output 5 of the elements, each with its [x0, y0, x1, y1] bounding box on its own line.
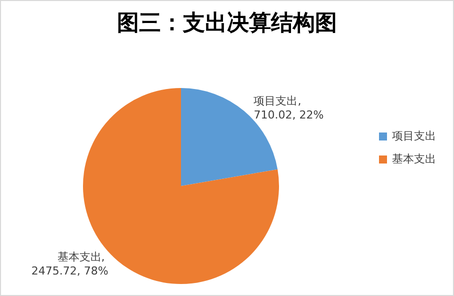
chart-title: 图三：支出决算结构图: [117, 10, 337, 36]
legend-label: 项目支出: [392, 130, 436, 142]
data-label: 基本支出, 2475.72, 78%: [31, 250, 108, 278]
data-label: 项目支出, 710.02, 22%: [254, 94, 324, 122]
legend-label: 基本支出: [392, 152, 436, 166]
